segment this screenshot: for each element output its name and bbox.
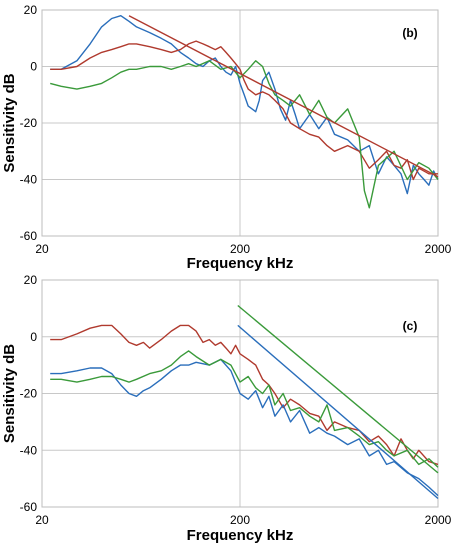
series-line-5 xyxy=(237,324,439,500)
x-axis-title: Frequency kHz xyxy=(187,527,294,544)
plot-frame xyxy=(41,9,439,237)
series-line-4 xyxy=(128,15,439,178)
plot-frame xyxy=(41,279,439,508)
y-tick-label: 0 xyxy=(30,60,37,74)
y-tick-label: -40 xyxy=(20,443,38,457)
y-axis-title: Sensitivity dB xyxy=(1,344,18,443)
y-tick-label: -40 xyxy=(20,173,38,187)
panel-label: (c) xyxy=(403,319,418,333)
series-line-2 xyxy=(50,40,438,181)
x-tick-label: 2000 xyxy=(425,242,452,256)
y-tick-label: 0 xyxy=(30,330,37,344)
x-tick-label: 2000 xyxy=(425,513,452,527)
y-tick-label: -60 xyxy=(20,229,38,243)
x-tick-label: 20 xyxy=(35,513,49,527)
series-line-3 xyxy=(50,60,439,209)
series-line-4 xyxy=(237,304,439,474)
series-line-1 xyxy=(50,15,439,195)
y-tick-label: -20 xyxy=(20,387,38,401)
y-tick-label: -20 xyxy=(20,116,38,130)
series-line-1 xyxy=(50,324,439,466)
y-tick-label: 20 xyxy=(24,273,38,287)
x-axis-title: Frequency kHz xyxy=(187,255,294,272)
chart-panel-2: -60 -40 -20 0 20 20 200 2000 Frequency kHz Sensit… xyxy=(1,273,452,544)
series-line-3 xyxy=(50,350,439,468)
x-tick-label: 200 xyxy=(230,242,250,256)
y-axis-title: Sensitivity dB xyxy=(1,73,18,172)
x-tick-label: 20 xyxy=(35,242,49,256)
x-tick-label: 200 xyxy=(230,513,250,527)
y-tick-label: -60 xyxy=(20,500,38,514)
series-line-2 xyxy=(50,358,439,497)
y-tick-label: 20 xyxy=(24,3,38,17)
chart-panel-1: -60 -40 -20 0 20 20 200 2000 Frequency kHz Sensit… xyxy=(1,3,452,272)
panel-label: (b) xyxy=(402,26,417,40)
